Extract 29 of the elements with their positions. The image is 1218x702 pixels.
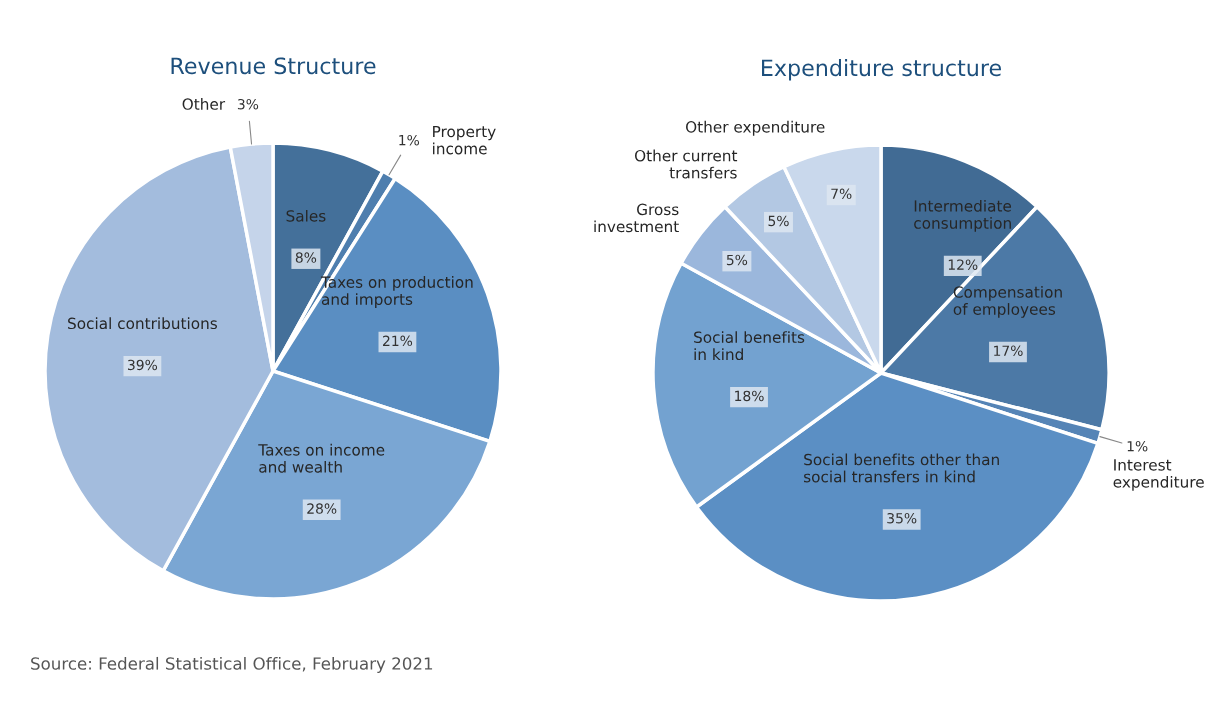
data-label: 18% [735, 390, 764, 402]
data-label: 35% [887, 512, 917, 524]
data-label: 12% [948, 259, 978, 270]
slice-label: Property income [433, 125, 496, 155]
slice-label: Intermediate consumption [914, 199, 1012, 232]
data-label: 8% [295, 252, 317, 263]
slice-label: Other [182, 98, 226, 110]
data-label: 5% [726, 254, 748, 266]
slice-label: Interest expenditure [1113, 459, 1204, 491]
source-note: Source: Federal Statistical Office, February 2021 [31, 656, 433, 674]
data-label: 28% [307, 503, 337, 514]
slice-label: Gross investment [594, 203, 679, 233]
data-label: 5% [768, 215, 789, 227]
slice-label: Sales [286, 209, 326, 222]
data-label: 7% [831, 188, 852, 200]
data-label: 39% [128, 359, 158, 371]
chart-title: Revenue Structure [171, 57, 376, 75]
slice-label: Other current transfers [634, 149, 738, 179]
data-label: 1% [399, 134, 420, 146]
slice-label: Social benefits in kind [694, 331, 805, 361]
slice-label: Taxes on income and wealth [258, 443, 385, 473]
chart-title: Expenditure structure [762, 59, 1001, 81]
data-label: 3% [237, 98, 259, 110]
slice-label: Social contributions [68, 317, 217, 330]
data-label: 21% [383, 335, 413, 347]
data-label: 17% [994, 345, 1023, 356]
slice-label: Social benefits other than social transfers in kind [804, 453, 999, 483]
data-label: 1% [1127, 440, 1148, 452]
slice-label: Other expenditure [686, 120, 825, 136]
